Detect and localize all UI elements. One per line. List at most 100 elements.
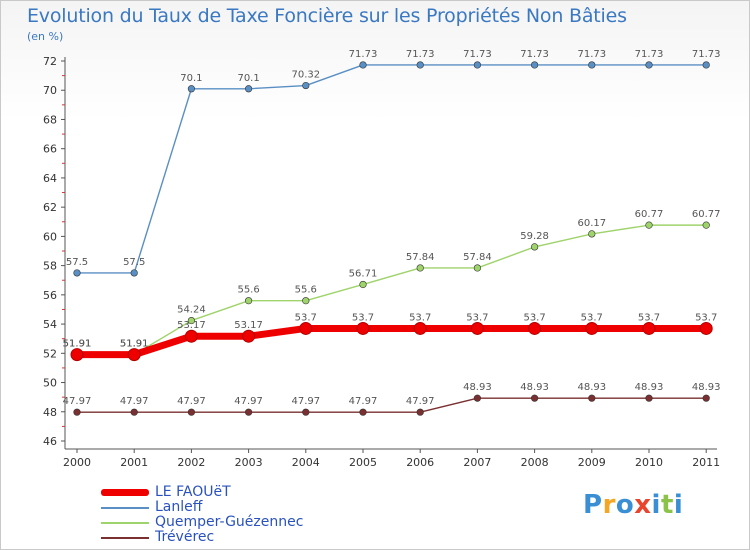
data-label-tr-v-rec: 47.97 [406, 396, 435, 407]
data-point-quemper-gu-zennec [302, 297, 310, 305]
y-tick-label: 46 [43, 435, 57, 448]
x-tick-label: 2011 [692, 456, 720, 469]
y-tick-label: 58 [43, 260, 57, 273]
data-label-lanleff: 71.73 [349, 49, 378, 60]
legend-item-treverec: Trévérec [101, 530, 303, 545]
x-tick-label: 2005 [349, 456, 377, 469]
data-point-quemper-gu-zennec [645, 221, 653, 229]
data-point-le-faou-t [242, 329, 256, 343]
logo-letter: P [583, 490, 603, 520]
data-label-quemper-gu-zennec: 57.84 [406, 252, 435, 263]
proxiti-logo: Proxiti [583, 490, 683, 520]
data-label-quemper-gu-zennec: 60.17 [577, 218, 606, 229]
data-point-quemper-gu-zennec [530, 243, 539, 251]
legend-item-quemper-guezennec: Quemper-Guézennec [101, 515, 303, 530]
series-line-tr-v-rec [76, 397, 707, 413]
data-label-quemper-gu-zennec: 59.28 [520, 231, 549, 242]
data-point-tr-v-rec [702, 394, 710, 402]
y-tick-label: 64 [43, 172, 57, 185]
data-label-quemper-gu-zennec: 51.91 [63, 339, 92, 350]
legend-label: LE FAOUëT [155, 484, 231, 500]
data-label-tr-v-rec: 48.93 [463, 382, 492, 393]
y-tick-label: 70 [43, 84, 57, 97]
legend-swatch-quemper-guezennec [101, 521, 149, 524]
y-tick-label: 56 [43, 289, 57, 302]
data-point-le-faou-t [127, 348, 141, 362]
data-label-le-faou-t: 53.7 [352, 312, 374, 323]
data-label-tr-v-rec: 47.97 [291, 396, 320, 407]
data-label-lanleff: 71.73 [635, 49, 664, 60]
data-point-tr-v-rec [359, 408, 367, 416]
logo-letter: i [651, 490, 661, 520]
data-point-lanleff [588, 61, 596, 69]
data-point-quemper-gu-zennec [702, 221, 710, 229]
legend-swatch-le-faouet [101, 489, 149, 496]
data-point-le-faou-t [699, 321, 713, 335]
x-tick-label: 2000 [63, 456, 91, 469]
x-tick-label: 2002 [177, 456, 205, 469]
legend-label: Quemper-Guézennec [155, 514, 304, 530]
data-label-lanleff: 57.5 [66, 257, 88, 268]
data-point-le-faou-t [356, 321, 370, 335]
data-label-le-faou-t: 53.7 [409, 312, 431, 323]
logo-letter: r [602, 490, 616, 520]
data-label-le-faou-t: 53.7 [638, 312, 660, 323]
x-tick-label: 2008 [521, 456, 549, 469]
data-point-tr-v-rec [302, 408, 310, 416]
series-line-le-faou-t [73, 324, 710, 359]
data-label-tr-v-rec: 47.97 [177, 396, 206, 407]
data-point-lanleff [416, 61, 424, 69]
data-point-lanleff [187, 85, 195, 93]
data-label-quemper-gu-zennec: 55.6 [237, 285, 259, 296]
logo-letter: o [615, 490, 635, 520]
data-label-le-faou-t: 53.7 [581, 312, 603, 323]
data-label-tr-v-rec: 48.93 [520, 382, 549, 393]
series-line-lanleff [76, 64, 707, 274]
data-label-tr-v-rec: 48.93 [692, 382, 721, 393]
data-point-le-faou-t [299, 321, 313, 335]
y-tick-label: 52 [43, 347, 57, 360]
data-label-lanleff: 70.1 [237, 73, 259, 84]
data-point-tr-v-rec [187, 408, 195, 416]
y-tick-label: 68 [43, 113, 57, 126]
logo-letter: t [660, 490, 674, 520]
y-tick-label: 48 [43, 406, 57, 419]
data-label-quemper-gu-zennec: 60.77 [692, 209, 721, 220]
data-point-tr-v-rec [530, 394, 539, 402]
data-label-quemper-gu-zennec: 55.6 [295, 285, 317, 296]
data-point-quemper-gu-zennec [359, 280, 367, 289]
data-point-le-faou-t [184, 329, 198, 343]
data-point-quemper-gu-zennec [245, 297, 253, 305]
data-label-lanleff: 71.73 [406, 49, 435, 60]
x-tick-label: 2007 [463, 456, 491, 469]
data-label-le-faou-t: 53.7 [523, 312, 545, 323]
data-label-le-faou-t: 53.7 [466, 312, 488, 323]
data-point-tr-v-rec [588, 394, 596, 402]
data-point-quemper-gu-zennec [473, 264, 482, 272]
y-tick-label: 72 [43, 55, 57, 68]
data-point-tr-v-rec [73, 408, 81, 416]
logo-letter: x [634, 490, 652, 520]
data-label-quemper-gu-zennec: 56.71 [349, 268, 378, 279]
data-point-quemper-gu-zennec [187, 316, 195, 325]
data-point-lanleff [702, 61, 710, 69]
data-label-lanleff: 70.32 [291, 70, 320, 81]
data-label-le-faou-t: 53.17 [177, 320, 206, 331]
data-label-tr-v-rec: 47.97 [120, 396, 149, 407]
x-tick-label: 2003 [235, 456, 263, 469]
data-point-lanleff [130, 269, 138, 277]
data-label-lanleff: 70.1 [180, 73, 202, 84]
y-tick-label: 54 [43, 318, 57, 331]
legend-item-lanleff: Lanleff [101, 500, 303, 515]
data-point-tr-v-rec [473, 394, 482, 402]
data-point-lanleff [245, 85, 253, 93]
data-label-lanleff: 71.73 [463, 49, 492, 60]
data-label-tr-v-rec: 48.93 [635, 382, 664, 393]
series-line-quemper-gu-zennec [76, 224, 707, 356]
y-tick-label: 62 [43, 201, 57, 214]
data-label-le-faou-t: 53.7 [695, 312, 717, 323]
data-point-le-faou-t [585, 321, 599, 335]
data-point-le-faou-t [70, 348, 84, 362]
data-point-le-faou-t [528, 321, 542, 335]
